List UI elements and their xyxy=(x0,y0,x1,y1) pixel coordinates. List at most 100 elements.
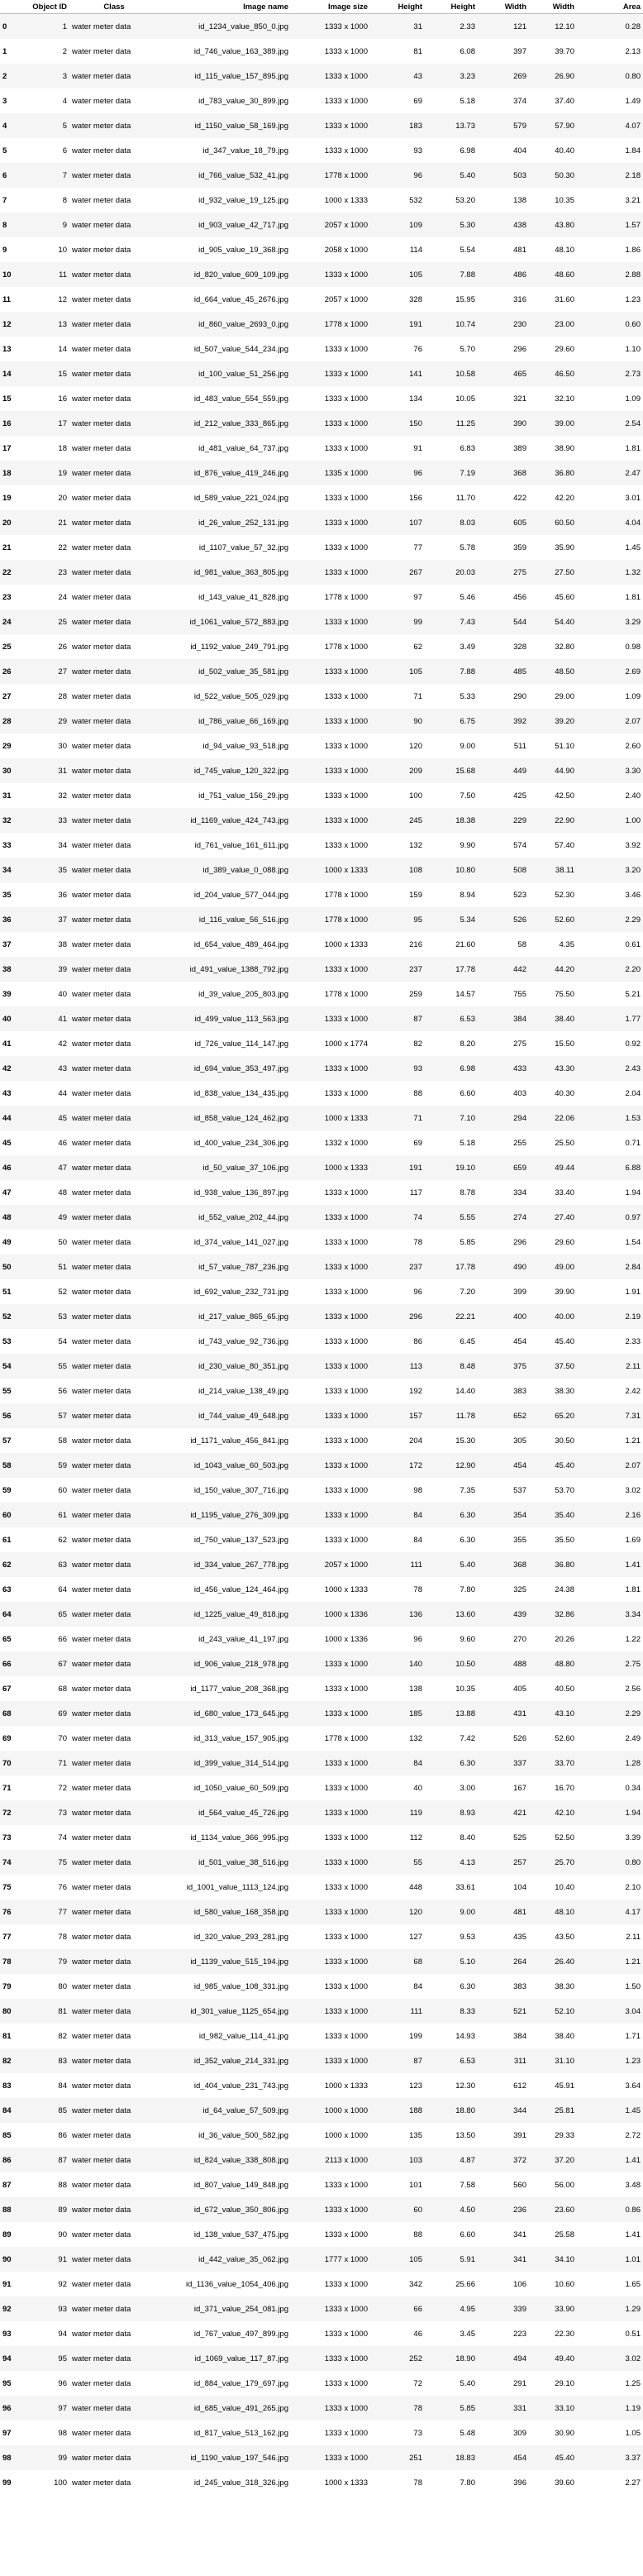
table-cell: 5.85 xyxy=(460,2403,476,2413)
row-index: 89 xyxy=(2,2230,12,2239)
table-row: 29 30 water meter data id_94_value_93_518.j… xyxy=(0,734,643,758)
table-cell: 2.60 xyxy=(625,741,641,751)
table-cell: 1333 x 1000 xyxy=(324,1460,368,1470)
table-cell: 26 xyxy=(58,642,67,652)
table-cell: 2.33 xyxy=(625,1336,641,1346)
table-row: 13 14 water meter data id_507_value_544_234… xyxy=(0,337,643,361)
table-cell: id_903_value_42_717.jpg xyxy=(198,220,288,230)
table-cell: 60 xyxy=(58,1485,67,1495)
table-cell: 7.43 xyxy=(460,617,476,627)
table-cell: water meter data xyxy=(72,915,131,925)
table-cell: 5.10 xyxy=(460,1957,476,1967)
column-header: Height xyxy=(425,0,478,14)
table-cell: id_138_value_537_475.jpg xyxy=(193,2230,288,2239)
table-row: 30 31 water meter data id_745_value_120_322… xyxy=(0,758,643,783)
table-cell: 45.40 xyxy=(555,2453,574,2463)
table-cell: id_347_value_18_79.jpg xyxy=(202,146,288,155)
table-cell: 1333 x 1000 xyxy=(324,2329,368,2339)
row-index: 36 xyxy=(2,915,12,925)
table-cell: 1333 x 1000 xyxy=(324,1709,368,1718)
table-cell: 1.50 xyxy=(625,1981,641,1991)
table-cell: 344 xyxy=(513,2105,526,2115)
table-cell: water meter data xyxy=(72,1212,131,1222)
table-row: 42 43 water meter data id_694_value_353_497… xyxy=(0,1056,643,1081)
table-cell: id_352_value_214_331.jpg xyxy=(193,2056,288,2066)
table-cell: 1333 x 1000 xyxy=(324,567,368,577)
table-cell: 526 xyxy=(513,1733,526,1743)
table-cell: 2.18 xyxy=(625,170,641,180)
table-row: 49 50 water meter data id_374_value_141_027… xyxy=(0,1230,643,1255)
table-cell: 1.45 xyxy=(625,2105,641,2115)
table-cell: 54 xyxy=(58,1336,67,1346)
table-cell: id_100_value_51_256.jpg xyxy=(198,369,288,379)
table-cell: 30.90 xyxy=(555,2428,574,2438)
table-cell: 264 xyxy=(513,1957,526,1967)
table-cell: 5.18 xyxy=(460,1138,476,1148)
table-cell: 52 xyxy=(58,1287,67,1297)
table-cell: water meter data xyxy=(72,2254,131,2264)
table-row: 23 24 water meter data id_143_value_41_828.… xyxy=(0,585,643,609)
table-cell: id_761_value_161_611.jpg xyxy=(194,840,288,850)
table-cell: water meter data xyxy=(72,1981,131,1991)
table-cell: 56.00 xyxy=(555,2180,574,2190)
table-cell: 422 xyxy=(513,493,526,503)
table-cell: 38.90 xyxy=(555,443,574,453)
row-index: 0 xyxy=(2,22,7,31)
table-cell: 1.94 xyxy=(625,1808,641,1818)
table-cell: 1333 x 1000 xyxy=(324,1287,368,1297)
table-cell: water meter data xyxy=(72,195,131,205)
table-row: 4 5 water meter data id_1150_value_58_169.j… xyxy=(0,113,643,138)
table-cell: 1000 x 1000 xyxy=(324,2130,368,2140)
table-cell: 22.30 xyxy=(555,2329,574,2339)
table-cell: 21.60 xyxy=(455,939,475,949)
table-cell: 9.90 xyxy=(460,840,476,850)
table-cell: 53.20 xyxy=(455,195,475,205)
table-cell: 1.21 xyxy=(625,1957,641,1967)
table-cell: 71 xyxy=(58,1758,67,1768)
table-cell: 2.10 xyxy=(625,1882,641,1892)
table-cell: 82 xyxy=(58,2031,67,2041)
table-cell: 204 xyxy=(409,1436,422,1446)
table-cell: 9.00 xyxy=(460,1907,476,1917)
table-row: 62 63 water meter data id_334_value_267_778… xyxy=(0,1552,643,1577)
table-cell: 45.91 xyxy=(555,2081,574,2091)
table-cell: 2.20 xyxy=(625,964,641,974)
table-cell: 29.60 xyxy=(555,344,574,354)
table-row: 14 15 water meter data id_100_value_51_256.… xyxy=(0,361,643,386)
table-cell: 82 xyxy=(413,1039,422,1049)
table-cell: 44 xyxy=(58,1088,67,1098)
table-cell: 1333 x 1000 xyxy=(324,146,368,155)
table-cell: 4 xyxy=(62,96,67,106)
table-cell: 391 xyxy=(513,2130,526,2140)
table-cell: water meter data xyxy=(72,1857,131,1867)
table-cell: 8.94 xyxy=(460,890,476,900)
table-cell: water meter data xyxy=(72,46,131,56)
table-cell: 560 xyxy=(513,2180,526,2190)
table-cell: 1333 x 1000 xyxy=(324,121,368,131)
table-cell: 1333 x 1000 xyxy=(324,2056,368,2066)
table-cell: 93 xyxy=(58,2304,67,2314)
table-row: 10 11 water meter data id_820_value_609_109… xyxy=(0,262,643,287)
table-cell: id_313_value_157_905.jpg xyxy=(193,1733,288,1743)
table-cell: 2.40 xyxy=(625,791,641,801)
table-cell: 96 xyxy=(413,1634,422,1644)
table-cell: water meter data xyxy=(72,468,131,478)
table-row: 78 79 water meter data id_1139_value_515_19… xyxy=(0,1949,643,1974)
table-row: 20 21 water meter data id_26_value_252_131.… xyxy=(0,510,643,535)
table-cell: 40.40 xyxy=(555,146,574,155)
table-cell: id_483_value_554_559.jpg xyxy=(193,394,288,404)
table-cell: id_214_value_138_49.jpg xyxy=(198,1386,288,1396)
row-index: 45 xyxy=(2,1138,12,1148)
table-cell: 7.88 xyxy=(460,667,476,676)
table-cell: 1.49 xyxy=(625,96,641,106)
table-cell: id_491_value_1388_792.jpg xyxy=(189,964,288,974)
table-cell: 40 xyxy=(58,989,67,999)
table-cell: 31.10 xyxy=(555,2056,574,2066)
table-cell: 191 xyxy=(409,1163,422,1173)
table-cell: water meter data xyxy=(72,1833,131,1842)
table-row: 94 95 water meter data id_1069_value_117_87… xyxy=(0,2346,643,2371)
table-cell: 7.80 xyxy=(460,2478,476,2488)
table-cell: id_507_value_544_234.jpg xyxy=(193,344,288,354)
table-cell: 544 xyxy=(513,617,526,627)
table-cell: id_938_value_136_897.jpg xyxy=(193,1188,288,1197)
